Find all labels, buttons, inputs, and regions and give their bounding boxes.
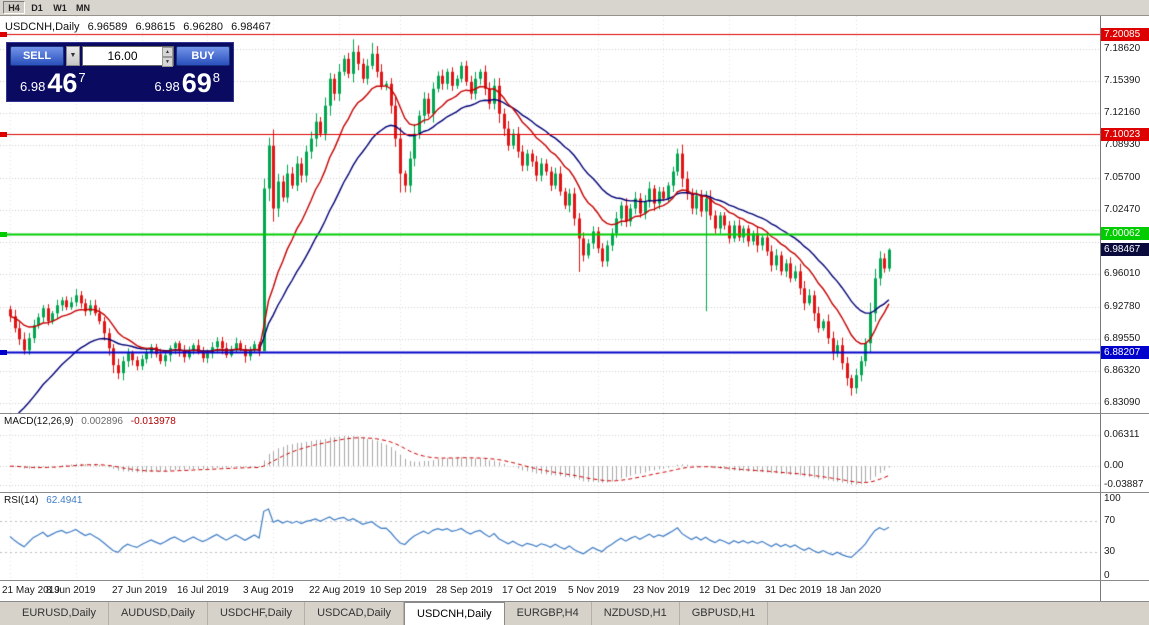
date-axis: 21 May 2019 8 Jun 2019 27 Jun 2019 16 Jul 2… [0,580,1149,601]
macd-tick-label: 0.06311 [1104,429,1140,440]
sell-price-prefix: 6.98 [20,79,46,94]
timeframe-button-h4[interactable]: H4 [3,1,25,14]
buy-button[interactable]: BUY [176,46,230,66]
symbol-timeframe-label: USDCNH,Daily [5,21,80,33]
price-tick-label: 7.02470 [1104,204,1141,215]
tab-audusd-daily[interactable]: AUDUSD,Daily [109,602,208,625]
date-label: 22 Aug 2019 [309,585,366,596]
rsi-tick-label: 30 [1104,546,1116,557]
tab-usdcnh-daily[interactable]: USDCNH,Daily [404,602,505,625]
timeframe-button-mn[interactable]: MN [76,2,90,13]
date-label: 16 Jul 2019 [177,585,229,596]
main-chart-panel: USDCNH,Daily 6.96589 6.98615 6.96280 6.9… [0,16,1149,413]
price-tick-label: 6.89550 [1104,333,1141,344]
macd-name: MACD(12,26,9) [4,416,74,427]
date-label: 5 Nov 2019 [568,585,620,596]
rsi-tick-label: 70 [1104,515,1116,526]
sell-price-pips: 46 [47,68,78,98]
current-price-tag: 6.98467 [1101,243,1149,256]
rsi-canvas[interactable] [0,493,1100,580]
symbol-tabs-bar: EURUSD,Daily AUDUSD,Daily USDCHF,Daily USDC… [0,601,1149,625]
tab-eurusd-daily[interactable]: EURUSD,Daily [10,602,109,625]
hline-left-marker [0,232,7,237]
chart-title: USDCNH,Daily 6.96589 6.98615 6.96280 6.9… [5,21,276,33]
sell-price-point: 7 [78,70,86,85]
rsi-tick-label: 0 [1104,570,1110,581]
price-tick-label: 6.86320 [1104,365,1141,376]
sell-price: 6.98 46 7 [20,68,86,98]
rsi-value: 62.4941 [46,495,83,506]
chart-window: USDCNH,Daily 6.96589 6.98615 6.96280 6.9… [0,16,1149,601]
hline-left-marker [0,132,7,137]
date-label: 18 Jan 2020 [826,585,882,596]
date-label: 27 Jun 2019 [112,585,168,596]
ohlc-open: 6.96589 [87,21,128,33]
date-label: 17 Oct 2019 [502,585,557,596]
macd-axis: 0.06311 0.00 -0.03887 [1100,414,1149,492]
hline-left-marker [0,350,7,355]
price-tick-label: 7.05700 [1104,172,1141,183]
volume-input[interactable] [82,46,174,66]
macd-tick-label: 0.00 [1104,460,1124,471]
price-tick-label: 7.08930 [1104,139,1141,150]
hline-price-tag[interactable]: 7.00062 [1101,227,1149,240]
macd-panel: MACD(12,26,9) 0.002896 -0.013978 0.06311… [0,413,1149,492]
date-label: 23 Nov 2019 [633,585,690,596]
date-label: 12 Dec 2019 [699,585,756,596]
one-click-trade-panel: SELL ▼ ▲ ▼ BUY 6.98 46 7 [6,42,234,102]
volume-up-icon[interactable]: ▲ [162,47,173,57]
date-label: 21 May 2019 [2,585,60,596]
tab-nzdusd-h1[interactable]: NZDUSD,H1 [592,602,680,625]
timeframe-toolbar: H4 D1 W1 MN [0,0,1149,16]
buy-price-prefix: 6.98 [154,79,180,94]
hline-left-marker [0,32,7,37]
timeframe-button-w1[interactable]: W1 [53,2,67,13]
buy-price: 6.98 69 8 [154,68,220,98]
macd-canvas[interactable] [0,414,1100,492]
date-label: 3 Aug 2019 [243,585,294,596]
price-tick-label: 7.18620 [1104,43,1141,54]
date-label: 10 Sep 2019 [370,585,427,596]
ohlc-close: 6.98467 [231,21,271,33]
rsi-axis: 100 70 30 0 [1100,493,1149,581]
volume-spinners: ▲ ▼ [162,47,173,67]
price-tick-label: 6.83090 [1104,397,1141,408]
timeframe-button-d1[interactable]: D1 [31,2,43,13]
macd-main-value: 0.002896 [81,416,123,427]
price-tick-label: 6.92780 [1104,301,1141,312]
date-axis-corner [1100,581,1149,601]
price-tick-label: 6.96010 [1104,268,1141,279]
rsi-panel: RSI(14) 62.4941 100 70 30 0 [0,492,1149,581]
macd-signal-value: -0.013978 [130,416,176,427]
tab-usdchf-daily[interactable]: USDCHF,Daily [208,602,306,625]
buy-price-point: 8 [212,70,220,85]
price-tick-label: 7.15390 [1104,75,1141,86]
macd-tick-label: -0.03887 [1104,479,1144,490]
buy-price-pips: 69 [181,68,212,98]
hline-price-tag[interactable]: 7.20085 [1101,28,1149,41]
date-label: 31 Dec 2019 [765,585,822,596]
price-tick-label: 7.12160 [1104,107,1141,118]
ohlc-high: 6.98615 [135,21,176,33]
price-axis: 7.20085 7.10023 7.00062 6.88207 6.98467 7.186… [1100,16,1149,413]
tab-usdcad-daily[interactable]: USDCAD,Daily [305,602,405,625]
volume-down-icon[interactable]: ▼ [162,57,173,67]
macd-label: MACD(12,26,9) 0.002896 -0.013978 [4,416,181,427]
ohlc-low: 6.96280 [183,21,224,33]
date-label: 28 Sep 2019 [436,585,493,596]
rsi-tick-label: 100 [1104,493,1121,504]
sell-button[interactable]: SELL [10,46,64,66]
tab-gbpusd-h1[interactable]: GBPUSD,H1 [680,602,769,625]
rsi-name: RSI(14) [4,495,39,506]
tab-eurgbp-h4[interactable]: EURGBP,H4 [505,602,592,625]
rsi-label: RSI(14) 62.4941 [4,495,87,506]
date-label: 8 Jun 2019 [46,585,96,596]
hline-price-tag[interactable]: 6.88207 [1101,346,1149,359]
volume-dropdown-icon[interactable]: ▼ [66,46,80,66]
volume-field-wrap: ▲ ▼ [82,46,174,67]
hline-price-tag[interactable]: 7.10023 [1101,128,1149,141]
